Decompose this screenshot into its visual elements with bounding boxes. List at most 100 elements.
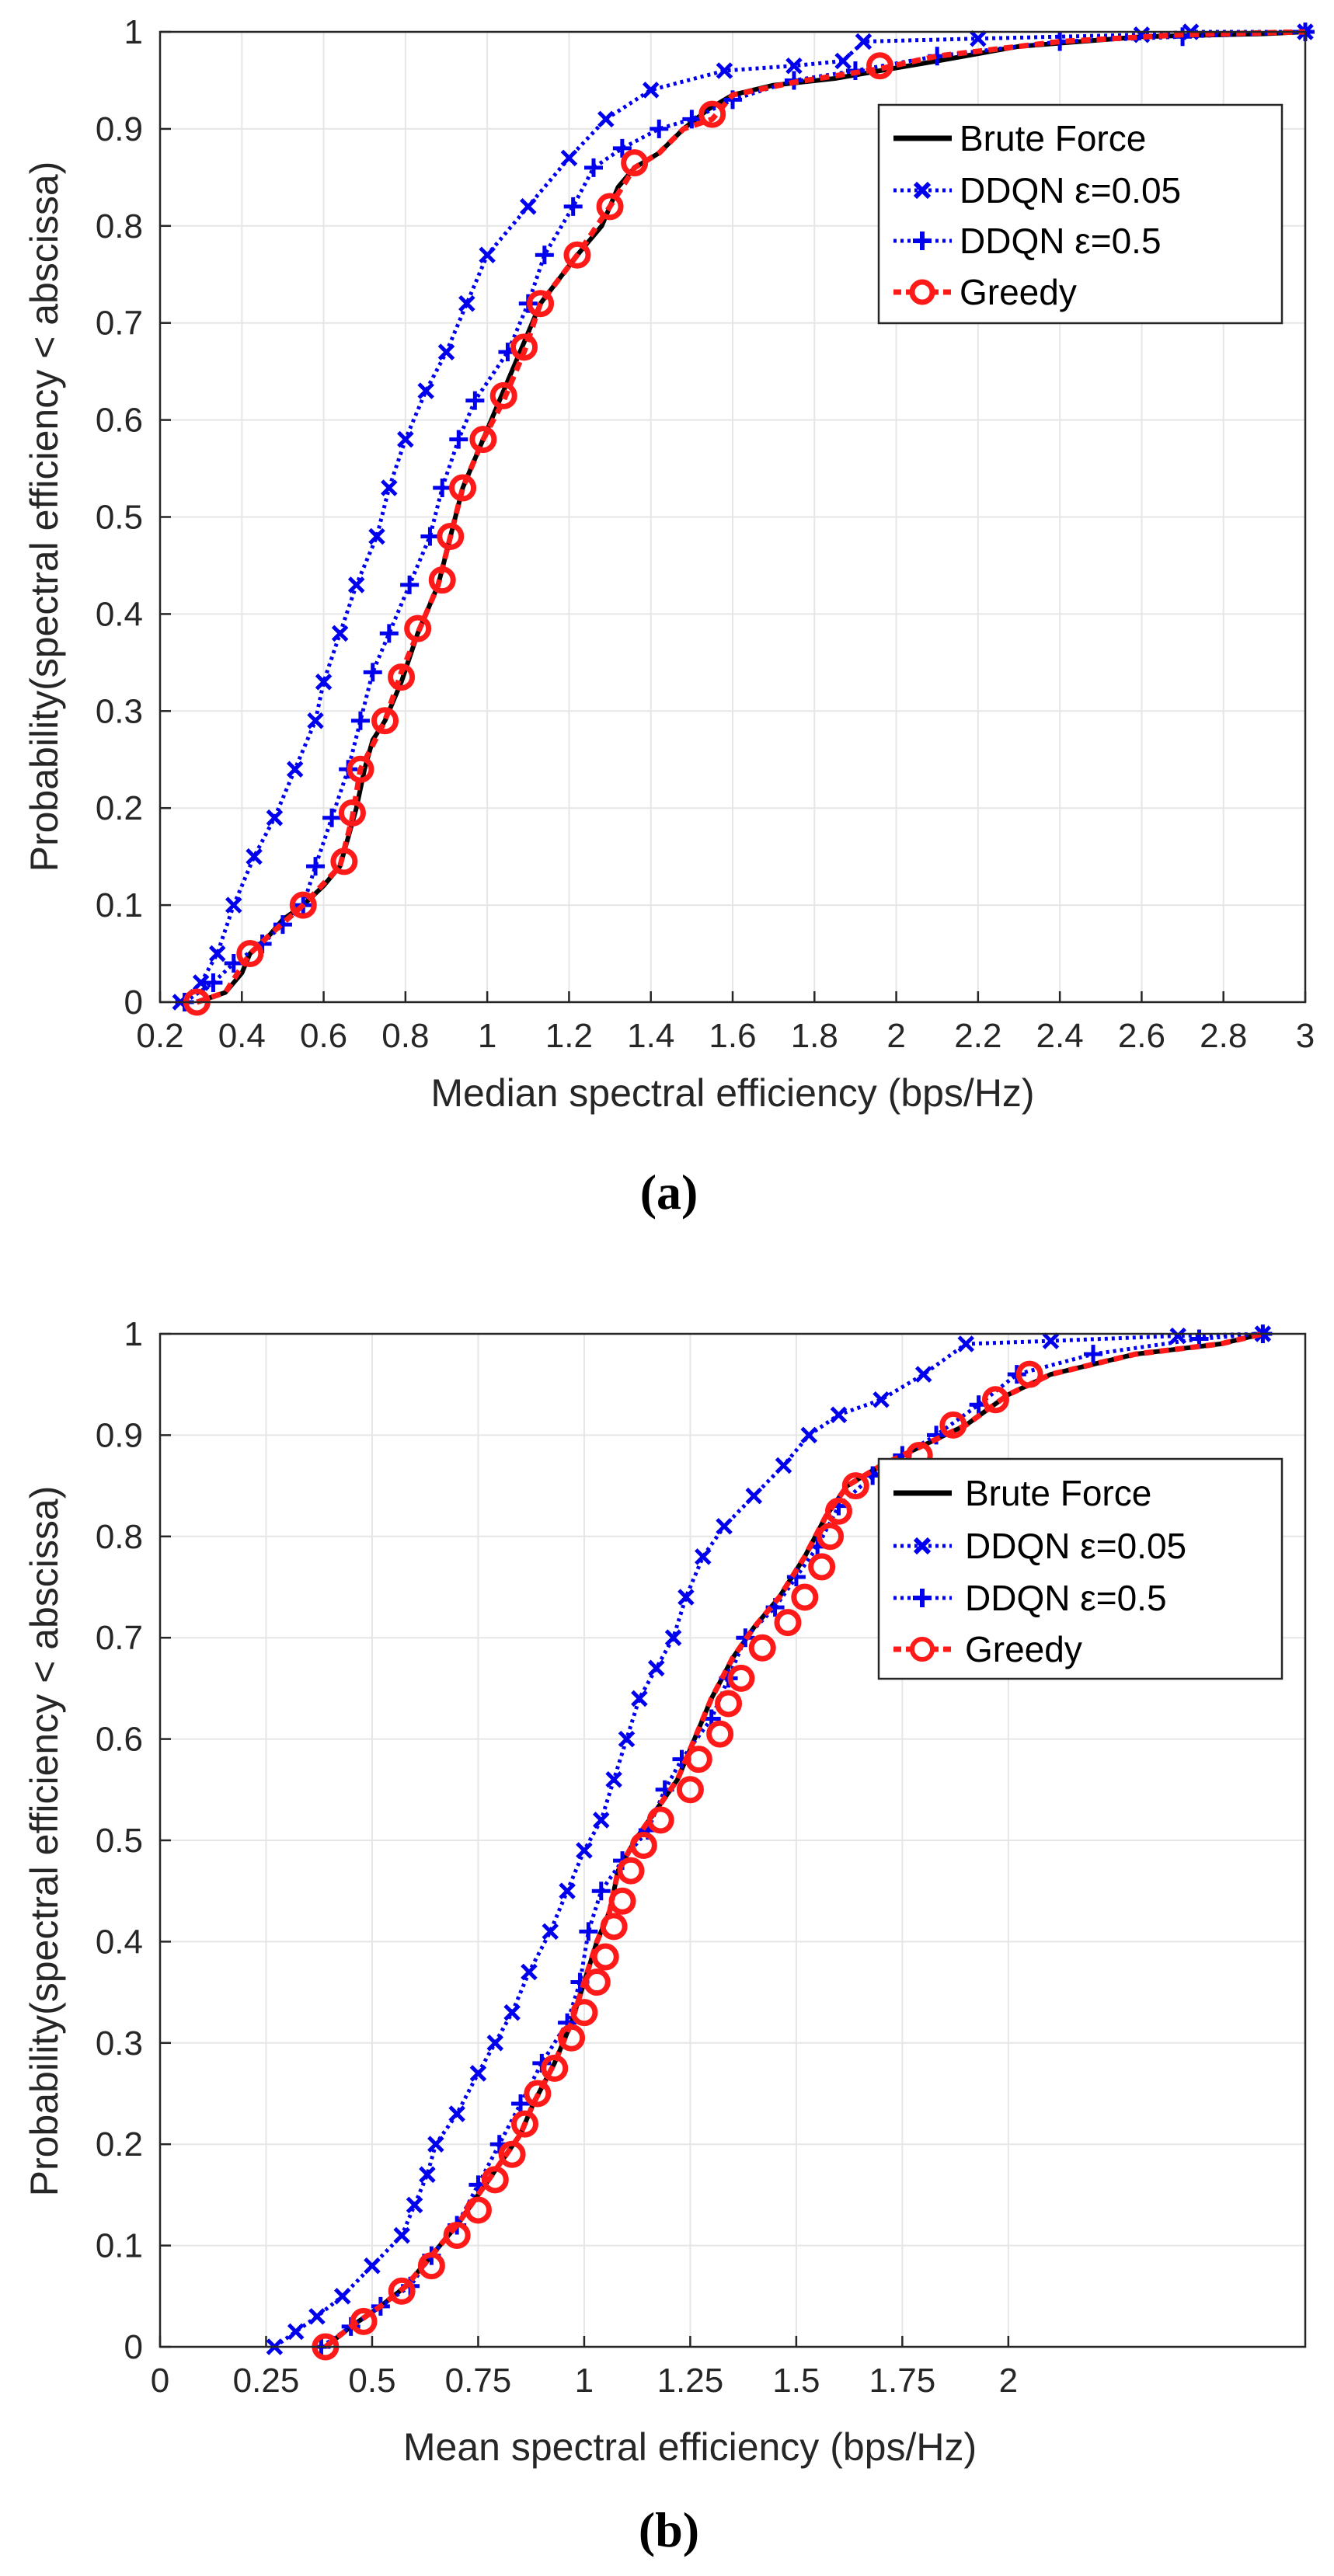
panel-a-series-greedy-point [621,149,649,177]
panel-b-series-ddqn-0-5-point [579,1922,598,1941]
panel-b-series-ddqn-0-05-point [664,1629,682,1646]
panel-b-series-greedy-point [841,1472,869,1500]
panel-a-series-greedy-point [437,522,465,550]
panel-b-series-ddqn-0-05-point [914,1366,932,1383]
panel-b-series-ddqn-0-5-point [511,2094,531,2114]
panel-a-ytick-label: 0.7 [96,305,143,343]
panel-b-legend-entry-ddqn-005: DDQN ε=0.05 [893,1526,1186,1566]
panel-b-legend-ddqn-05-label: DDQN ε=0.5 [965,1578,1167,1618]
panel-b-series-ddqn-0-05-point [559,1882,576,1899]
panel-b-series-ddqn-0-5-point [591,1882,611,1901]
panel-b-legend-entry-greedy: Greedy [893,1629,1082,1669]
panel-b-ytick-label: 0.8 [96,1518,143,1556]
panel-a-series-ddqn-0-5-point [420,527,440,546]
panel-a-legend-ddqn-005-label: DDQN ε=0.05 [960,170,1181,211]
panel-b-series-greedy-point [388,2277,416,2305]
panel-b-legend: Brute Force DDQN ε=0.05 DDQN ε=0.5 Greed… [877,1457,1283,1680]
panel-a-series-ddqn-0-5-point [682,110,702,129]
panel-a-series-greedy-point [596,193,624,221]
panel-a-ylabel: Probability(spectral efficiency < abscis… [23,162,66,872]
panel-a-xtick-label: 1.6 [709,1017,756,1055]
panel-b-ytick-label: 0.6 [96,1721,143,1759]
panel-b-xtick-label: 1.75 [869,2362,936,2400]
panel-a-series-ddqn-0-05-point [315,674,333,691]
panel-a-series-ddqn-0-5-point [273,915,292,935]
panel-a-legend: Brute Force DDQN ε=0.05 DDQN ε=0.5 Greed… [877,103,1283,325]
panel-b-series-ddqn-0-05-point [469,2065,487,2082]
panel-a-series-greedy-point [330,848,358,875]
panel-a-series-greedy-point [289,891,317,919]
panel-b-series-ddqn-0-05-point [745,1487,763,1505]
panel-a-legend-greedy-label: Greedy [960,272,1077,312]
panel-a-series-greedy-point [469,426,497,454]
panel-a-series-ddqn-0-5-point [363,663,382,682]
panel-a-series-ddqn-0-05-point [437,343,455,360]
panel-a-legend-entry-ddqn-05: DDQN ε=0.5 [893,221,1162,261]
panel-b-series-greedy-point [481,2166,509,2194]
panel-b-ylabel: Probability(spectral efficiency < abscis… [23,1486,66,2197]
panel-b-ytick-label: 0 [124,2328,143,2366]
panel-a-series-ddqn-0-5-point [449,430,468,449]
panel-b-series-greedy-point [939,1411,967,1439]
panel-b-series-ddqn-0-05-point [503,2003,521,2021]
panel-a-series-ddqn-0-05-point [417,382,434,399]
panel-a-series-ddqn-0-05-point [520,198,537,215]
panel-b-series-greedy-point [591,1943,619,1971]
panel-b-series-ddqn-0-05-point [448,2105,465,2122]
panel-a-legend-brute-force-label: Brute Force [960,118,1146,158]
panel-a-series-ddqn-0-05-point [716,62,733,79]
panel-a-series-greedy-point [449,474,477,502]
panel-b-legend-ddqn-05-marker [913,1589,932,1607]
panel-a-xtick-label: 1.4 [627,1017,674,1055]
panel-a-series-ddqn-0-5-point [400,575,420,594]
panel-b-series-ddqn-0-05-point [287,2323,305,2341]
panel-b-series-ddqn-0-05-point [592,1812,610,1829]
panel-a-series-greedy-point [404,614,432,642]
panel-b-xtick-label: 1 [575,2362,594,2400]
panel-a-legend-entry-greedy: Greedy [893,272,1077,312]
panel-a-series-ddqn-0-05-point [642,82,660,99]
panel-a-series-ddqn-0-5-point [465,391,485,410]
panel-b-series-greedy-point [684,1746,712,1774]
panel-b-xtick-label: 2 [999,2362,1018,2400]
panel-b-xtick-label: 0 [151,2362,169,2400]
panel-b-ytick-label: 0.9 [96,1416,143,1454]
panel-a-series-ddqn-0-05-point [458,294,475,312]
panel-b-ytick-label: 0.5 [96,1822,143,1860]
panel-a-legend-box [877,103,1283,325]
panel-a-xtick-label: 0.6 [300,1017,347,1055]
panel-b-series-greedy-point [443,2222,471,2250]
panel-a-xtick-label: 1 [478,1017,496,1055]
panel-b-series-greedy-point [524,2080,552,2108]
panel-b-series-greedy-point [808,1553,836,1581]
panel-a-series-ddqn-0-05-point [785,57,803,75]
panel-b-series-ddqn-0-05-point [830,1406,848,1424]
panel-a-series-greedy-point [489,381,517,409]
panel-a-series-ddqn-0-05-point [286,761,304,778]
panel-a-series-greedy-point [563,241,591,269]
panel-b-grid [159,1333,1305,2348]
panel-b-legend-brute-force-label: Brute Force [965,1473,1151,1513]
panel-a-series-ddqn-0-05-point [397,430,414,448]
panel-a-ytick-label: 0.9 [96,110,143,148]
panel-a-series-greedy-line [196,29,1306,1005]
panel-a-legend-ddqn-005-marker [913,181,932,200]
panel-b-legend-entry-ddqn-05: DDQN ε=0.5 [893,1578,1167,1618]
panel-a-series-ddqn-0-5-point [224,954,243,973]
panel-b-series-greedy-point [646,1806,674,1834]
panel-a-series-greedy-point [371,707,399,735]
panel-a-series-ddqn-0-05-point [381,479,398,496]
panel-a-series-ddqn-0-05-point [347,576,365,594]
panel-b-ytick-label: 0.7 [96,1619,143,1657]
panel-b-series-greedy-point [417,2252,445,2280]
panel-a-ytick-label: 0.8 [96,207,143,245]
panel-a-xtick-label: 2.4 [1036,1017,1084,1055]
panel-a-series-ddqn-0-05-point [834,52,852,70]
panel-a-series-ddqn-0-05-point [246,848,263,865]
panel-b-xtick-label: 0.25 [233,2362,300,2400]
panel-a-series-ddqn-0-5-point [535,245,554,265]
panel-b-series-ddqn-0-05-point [406,2196,423,2214]
panel-a-series-ddqn-0-5-point [306,857,326,876]
panel-b-series-ddqn-0-05-point [695,1548,712,1565]
